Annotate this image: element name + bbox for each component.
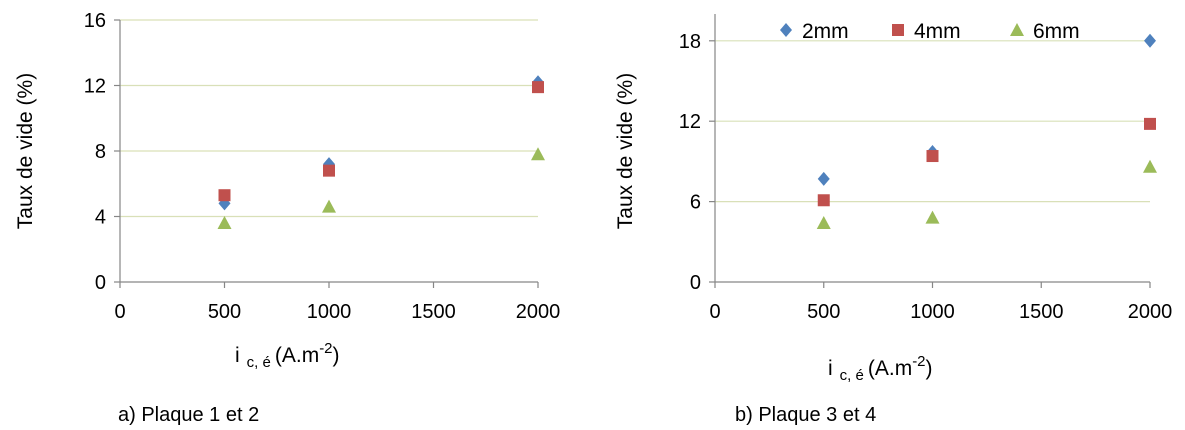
chart-b-point-4mm: [817, 194, 830, 207]
chart-a-x-tick-label: 500: [208, 301, 241, 323]
legend-6mm-label: 6mm: [1033, 20, 1080, 43]
chart-a-y-tick-label: 0: [95, 272, 106, 294]
chart-a-x-tick-label: 1500: [411, 301, 456, 323]
chart-b-point-2mm: [817, 171, 830, 186]
chart-a-x-tick-label: 0: [114, 301, 125, 323]
chart-a-point-4mm: [323, 164, 335, 177]
chart-b-y-axis-title: Taux de vide (%): [614, 73, 637, 229]
chart-a-x-axis-title: i c, é (A.m-2): [235, 340, 340, 371]
legend-4mm-marker: [892, 24, 904, 36]
chart-a-y-tick-label: 16: [84, 10, 106, 32]
chart-a-point-6mm: [531, 147, 545, 161]
chart-b-y-ticks: 0 6 12 18: [679, 31, 715, 294]
chart-a-y-tick-label: 12: [84, 76, 106, 98]
chart-a-point-6mm: [217, 216, 232, 230]
chart-a-marks: [217, 75, 545, 230]
chart-a-x-ticks: 0 500 1000 1500 2000: [114, 282, 560, 323]
chart-b-point-6mm: [1143, 159, 1157, 173]
chart-b-y-tick-label: 12: [679, 111, 701, 133]
chart-b-marks: [816, 33, 1157, 230]
chart-a-caption: a) Plaque 1 et 2: [118, 404, 259, 426]
chart-b-x-axis-title: i c, é (A.m-2): [828, 353, 933, 384]
chart-b-x-tick-label: 500: [807, 301, 840, 323]
chart-b-x-tick-label: 2000: [1128, 301, 1173, 323]
legend-4mm-label: 4mm: [914, 20, 961, 43]
chart-b-x-tick-label: 1500: [1019, 301, 1064, 323]
chart-b-x-tick-label: 0: [709, 301, 720, 323]
chart-a-y-tick-label: 4: [95, 207, 106, 229]
chart-a-y-axis-title: Taux de vide (%): [14, 73, 37, 229]
chart-a-grid: [120, 19, 538, 218]
chart-b-point-4mm: [1144, 117, 1156, 130]
chart-a-point-6mm: [322, 199, 336, 213]
chart-b: 0 6 12 18 0 500 1000 1500 2000 2mm 4mm 6mm Taux d…: [614, 14, 1172, 426]
chart-a-y-ticks: 0 4 8 12 16: [84, 10, 120, 294]
chart-a-y-tick-label: 8: [95, 141, 106, 163]
legend-2mm-label: 2mm: [802, 20, 849, 43]
chart-a-point-4mm: [218, 189, 231, 202]
chart-b-x-tick-label: 1000: [910, 301, 955, 323]
chart-b-y-tick-label: 18: [679, 31, 701, 53]
chart-b-y-tick-label: 6: [690, 192, 701, 214]
chart-b-point-2mm: [1144, 33, 1156, 48]
chart-b-point-6mm: [816, 216, 831, 230]
chart-b-y-tick-label: 0: [690, 272, 701, 294]
chart-a-x-tick-label: 1000: [307, 301, 352, 323]
chart-b-x-ticks: 0 500 1000 1500 2000: [709, 282, 1172, 323]
chart-a-x-tick-label: 2000: [516, 301, 561, 323]
chart-a-point-4mm: [532, 81, 544, 94]
legend-6mm-marker: [1010, 23, 1024, 36]
chart-b-legend: 2mm 4mm 6mm: [780, 20, 1080, 43]
legend-2mm-marker: [780, 23, 792, 37]
chart-a: 0 4 8 12 16 0 500 1000 1500 2000 Taux de vide (%…: [14, 10, 560, 426]
chart-b-caption: b) Plaque 3 et 4: [735, 404, 876, 426]
chart-b-grid: [715, 40, 1150, 203]
chart-b-point-6mm: [925, 210, 940, 224]
chart-b-point-4mm: [926, 150, 939, 163]
